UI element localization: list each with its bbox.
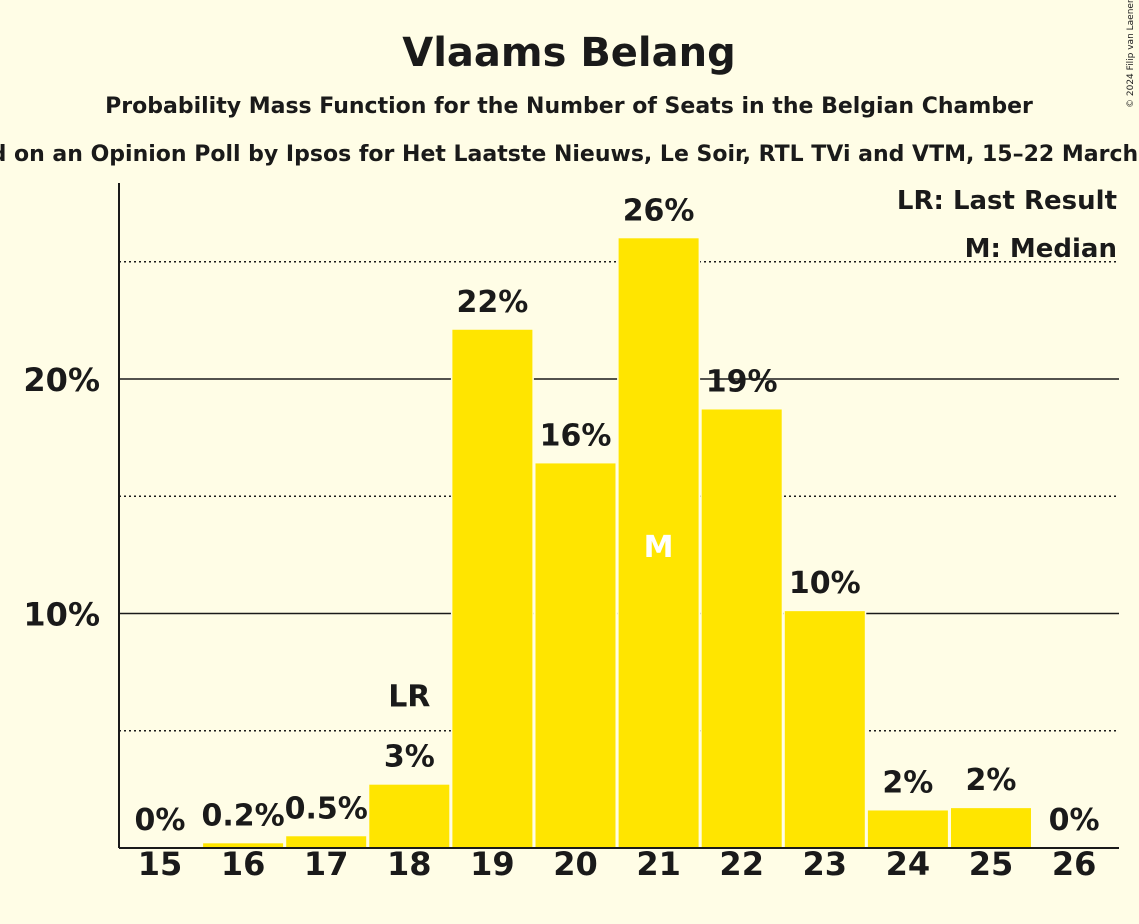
value-label: 26%	[623, 193, 695, 228]
x-tick-label: 18	[387, 845, 432, 883]
value-label: 3%	[384, 740, 435, 775]
bar-seat-18	[369, 785, 449, 848]
legend-median: M: Median	[965, 234, 1117, 264]
median-marker: M	[644, 530, 674, 565]
value-label: 0.5%	[285, 791, 368, 826]
bar-seat-19	[452, 330, 532, 848]
bar-seat-20	[536, 463, 616, 848]
bar-seat-25	[951, 808, 1031, 848]
value-label: 16%	[540, 418, 612, 453]
x-tick-label: 20	[553, 845, 598, 883]
value-label: 22%	[456, 285, 528, 320]
value-label: 19%	[706, 364, 778, 399]
x-tick-label: 21	[636, 845, 681, 883]
x-tick-label: 26	[1052, 845, 1097, 883]
y-tick-label: 10%	[23, 596, 100, 634]
x-tick-label: 23	[803, 845, 848, 883]
x-tick-label: 24	[886, 845, 931, 883]
value-label: 2%	[966, 763, 1017, 798]
legend-last-result: LR: Last Result	[897, 186, 1117, 216]
value-label: 0%	[135, 803, 186, 838]
chart-title: Vlaams Belang	[402, 30, 736, 76]
value-label: 2%	[882, 765, 933, 800]
last-result-marker: LR	[388, 680, 430, 715]
x-tick-label: 17	[304, 845, 349, 883]
copyright-text: © 2024 Filip van Laenen	[1126, 0, 1136, 108]
x-tick-label: 16	[221, 845, 266, 883]
x-tick-label: 15	[138, 845, 183, 883]
bar-seat-22	[702, 409, 782, 848]
bar-seat-23	[785, 611, 865, 848]
y-tick-label: 20%	[23, 361, 100, 399]
bar-seat-24	[868, 810, 948, 848]
chart-source: Based on an Opinion Poll by Ipsos for He…	[0, 142, 1139, 167]
x-tick-label: 19	[470, 845, 515, 883]
x-tick-label: 22	[719, 845, 764, 883]
x-tick-label: 25	[969, 845, 1014, 883]
bars	[202, 237, 1033, 848]
value-label: 10%	[789, 566, 861, 601]
chart-subtitle: Probability Mass Function for the Number…	[105, 94, 1033, 119]
value-label: 0.2%	[201, 798, 284, 833]
value-label: 0%	[1049, 803, 1100, 838]
